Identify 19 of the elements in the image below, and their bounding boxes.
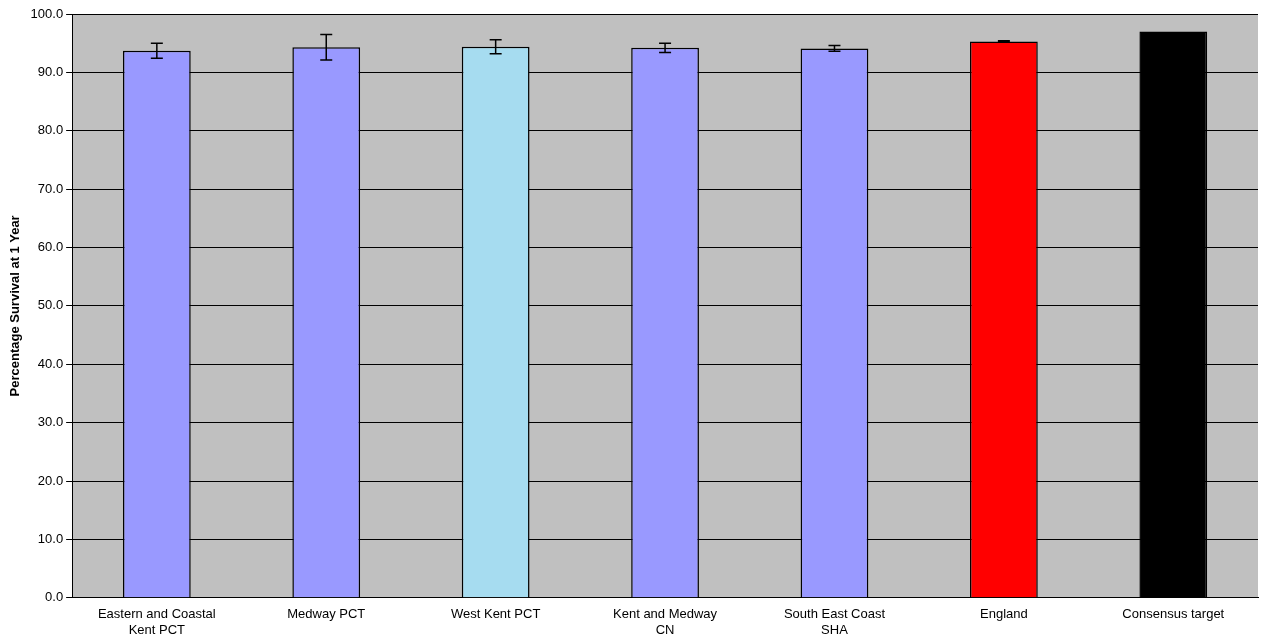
y-tick-label: 0.0 [45,589,64,605]
y-tick-label: 60.0 [37,239,64,255]
x-tick-label: Kent and Medway CN [613,606,718,637]
y-tick-label: 30.0 [37,414,64,430]
x-tick-label: Consensus target [1122,606,1225,622]
y-tick-label: 10.0 [37,531,64,546]
y-tick-label: 50.0 [37,297,64,313]
x-tick-label: South East Coast SHA [783,606,886,637]
y-axis-title: Percentage Survival at 1 Year [7,215,23,397]
x-tick-label: Medway PCT [287,606,366,622]
x-tick-label: Eastern and Coastal Kent PCT [97,606,216,637]
y-tick-label: 90.0 [37,63,64,79]
y-tick-label: 100.0 [30,5,64,21]
x-tick-label: West Kent PCT [450,606,541,622]
y-tick-label: 40.0 [37,355,64,371]
x-tick-label: England [980,606,1028,622]
y-tick-label: 20.0 [37,472,64,488]
y-tick-label: 80.0 [37,122,64,138]
y-tick-label: 70.0 [37,180,64,196]
